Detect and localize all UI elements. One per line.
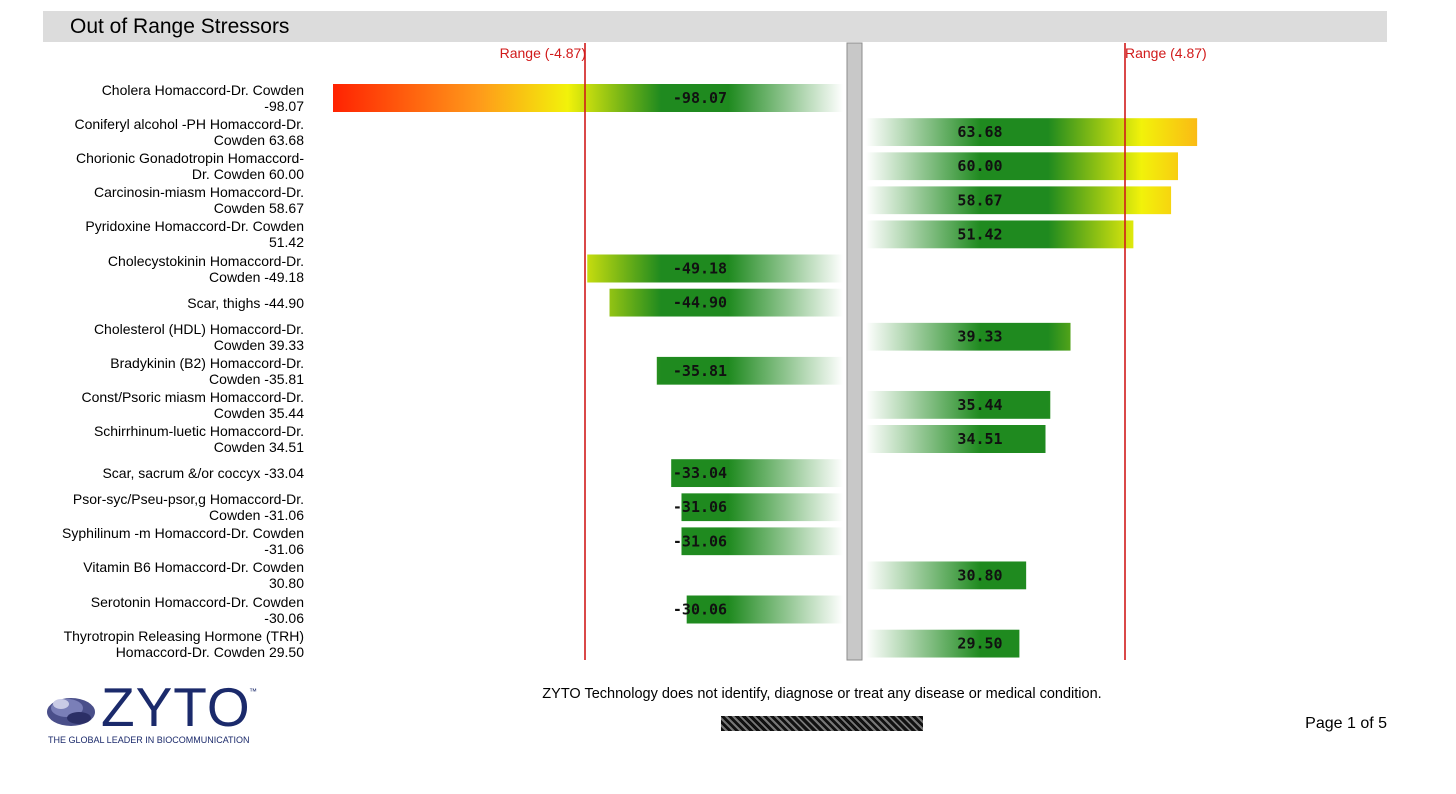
category-label: Carcinosin-miasm Homaccord-Dr. Cowden 58…	[93, 184, 304, 217]
bar-row: -44.90	[609, 288, 843, 317]
data-label: 30.80	[957, 566, 1002, 584]
page-title: Out of Range Stressors	[70, 15, 290, 38]
category-label: Chorionic Gonadotropin Homaccord- Dr. Co…	[76, 150, 304, 183]
bar	[866, 425, 1046, 453]
bar-row: 51.42	[866, 220, 1134, 249]
bar	[866, 220, 1134, 249]
bar	[681, 493, 843, 522]
data-label: -31.06	[673, 532, 727, 550]
data-label: -49.18	[673, 260, 727, 278]
logo-wordmark: ZYTO	[101, 676, 251, 738]
bar-row: -31.06	[673, 493, 843, 522]
logo-tagline: THE GLOBAL LEADER IN BIOCOMMUNICATION	[48, 735, 250, 745]
data-label: 51.42	[957, 225, 1002, 243]
data-label: -44.90	[673, 294, 727, 312]
data-label: 58.67	[957, 191, 1002, 209]
category-label: Schirrhinum-luetic Homaccord-Dr. Cowden …	[93, 423, 304, 455]
bar-row: 60.00	[866, 152, 1178, 181]
category-label: Cholecystokinin Homaccord-Dr. Cowden -49…	[107, 252, 304, 285]
category-label: Pyridoxine Homaccord-Dr. Cowden 51.42	[85, 218, 304, 251]
bar	[681, 527, 843, 556]
bar-row: -49.18	[587, 254, 843, 283]
zyto-logo: ZYTO ™ THE GLOBAL LEADER IN BIOCOMMUNICA…	[45, 676, 275, 746]
bar-row: 58.67	[866, 186, 1172, 215]
category-label: Cholera Homaccord-Dr. Cowden -98.07	[101, 82, 304, 114]
data-label: 39.33	[957, 328, 1002, 346]
page-number: Page 1 of 5	[1305, 715, 1387, 732]
bar	[866, 322, 1071, 351]
data-label: -30.06	[673, 601, 727, 619]
category-label: Scar, thighs -44.90	[187, 294, 304, 311]
disclaimer-text: ZYTO Technology does not identify, diagn…	[542, 686, 1102, 702]
data-label: -33.04	[673, 464, 727, 482]
bar-row: -98.07	[333, 84, 843, 112]
bar-row: -35.81	[656, 356, 843, 385]
bar-row: -31.06	[673, 527, 843, 556]
category-label: Vitamin B6 Homaccord-Dr. Cowden 30.80	[83, 559, 304, 592]
range-high-label: Range (4.87)	[1125, 45, 1207, 61]
bar	[866, 152, 1178, 181]
logo-trademark: ™	[249, 687, 257, 696]
bar-row: 30.80	[866, 561, 1027, 590]
bar	[866, 118, 1198, 147]
category-label: Syphilinum -m Homaccord-Dr. Cowden -31.0…	[62, 525, 304, 558]
stressor-chart: -98.07 63.68 60.00 58.67 51.42 -49.18 -44.90 39…	[333, 42, 1207, 661]
bar-row: 63.68	[866, 118, 1198, 147]
data-label: 34.51	[957, 430, 1002, 448]
center-divider	[846, 42, 863, 661]
data-label: 35.44	[957, 396, 1002, 414]
category-label: Thyrotropin Releasing Hormone (TRH) Homa…	[63, 627, 304, 660]
bar	[656, 356, 843, 385]
bar	[866, 561, 1027, 590]
category-label: Cholesterol (HDL) Homaccord-Dr. Cowden 3…	[93, 320, 304, 353]
bar-row: 34.51	[866, 425, 1046, 453]
data-label: 29.50	[957, 635, 1002, 653]
bar	[866, 390, 1051, 419]
category-label: Serotonin Homaccord-Dr. Cowden -30.06	[90, 593, 304, 626]
data-label: -35.81	[673, 362, 727, 380]
category-label: Coniferyl alcohol -PH Homaccord-Dr. Cowd…	[74, 116, 304, 149]
bar	[333, 84, 843, 112]
bar-row: 35.44	[866, 390, 1051, 419]
bar	[671, 459, 843, 488]
bar-row: 39.33	[866, 322, 1071, 351]
category-label: Bradykinin (B2) Homaccord-Dr. Cowden -35…	[110, 354, 304, 387]
data-label: -31.06	[673, 498, 727, 516]
data-label: 63.68	[957, 123, 1002, 141]
redacted-block	[721, 716, 923, 731]
data-label: 60.00	[957, 157, 1002, 175]
title-bar: Out of Range Stressors	[43, 11, 1387, 42]
bar	[587, 254, 843, 283]
category-label: Scar, sacrum &/or coccyx -33.04	[102, 465, 304, 482]
category-label: Const/Psoric miasm Homaccord-Dr. Cowden …	[81, 388, 305, 421]
bar	[866, 186, 1172, 215]
bar-row: -33.04	[671, 459, 843, 488]
bar-row: -30.06	[673, 595, 843, 624]
bar	[686, 595, 843, 624]
bar-row: 29.50	[866, 629, 1020, 658]
bar	[866, 629, 1020, 658]
bar	[609, 288, 843, 317]
range-low-label: Range (-4.87)	[500, 45, 586, 61]
data-label: -98.07	[673, 89, 727, 107]
category-label: Psor-syc/Pseu-psor,g Homaccord-Dr. Cowde…	[72, 491, 304, 524]
hand-cradle-icon	[47, 698, 95, 726]
